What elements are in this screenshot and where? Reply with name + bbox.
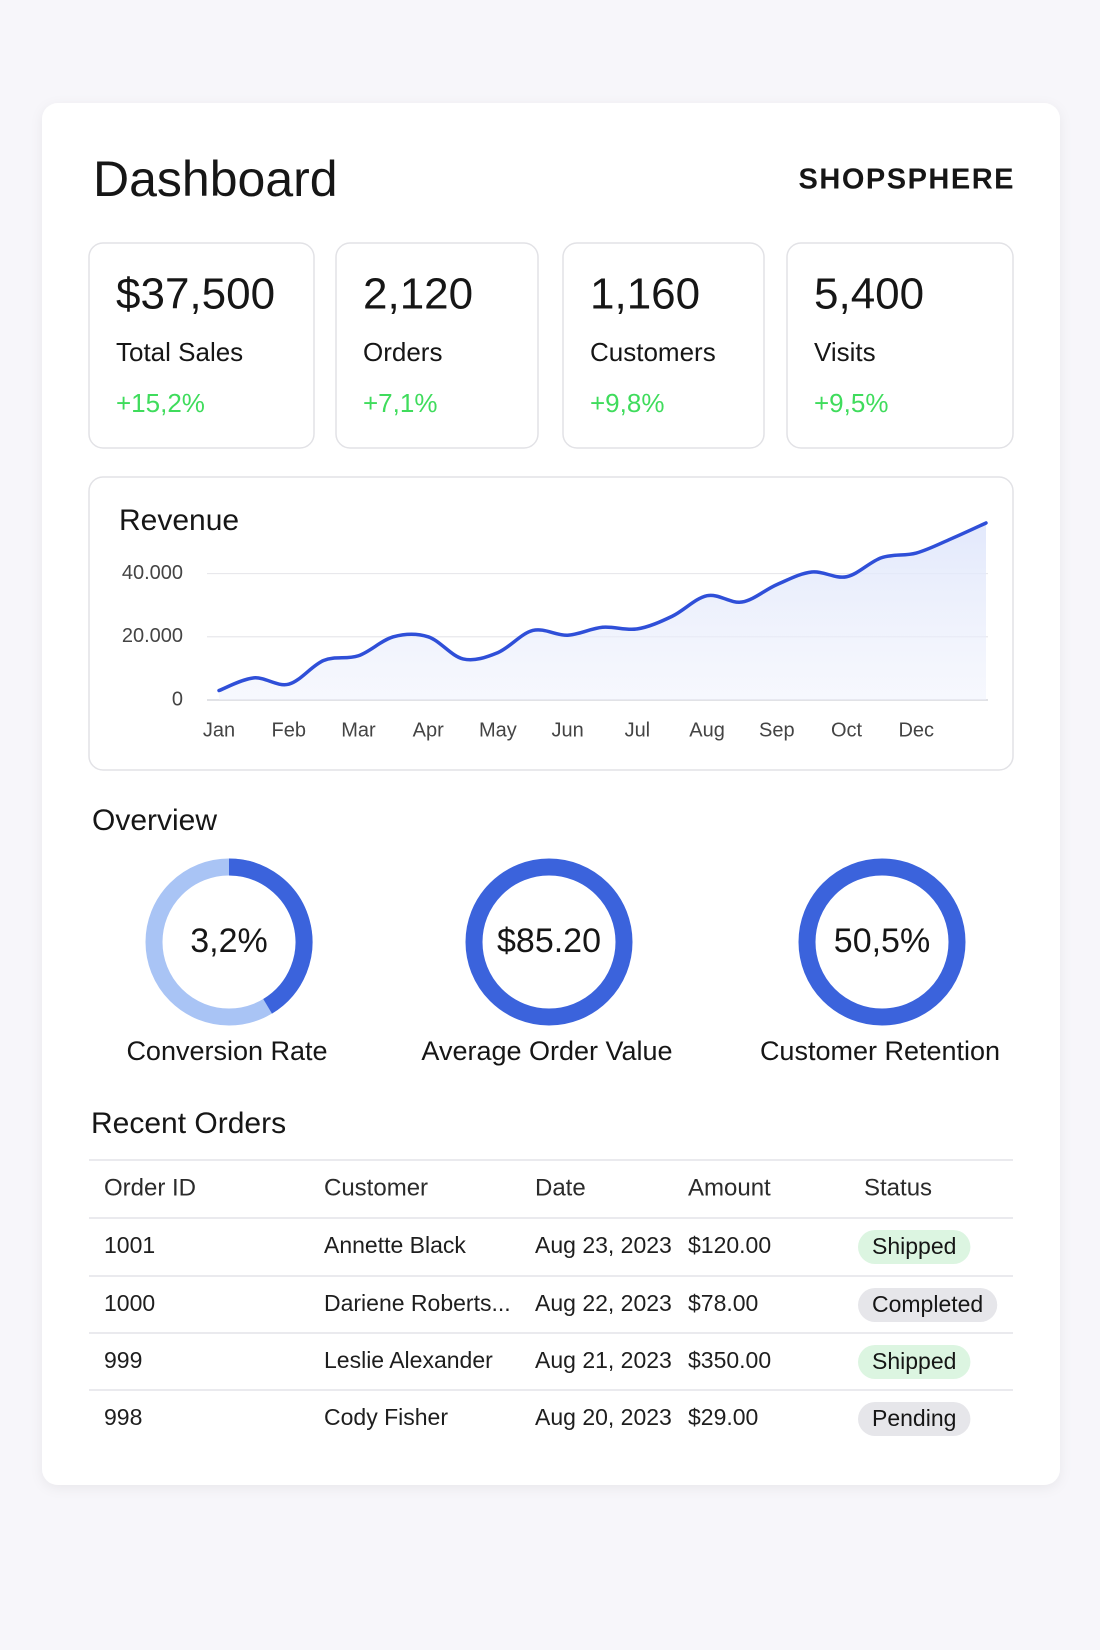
kpi-card (335, 242, 539, 449)
status-badge (858, 1402, 971, 1436)
column-header: Status (864, 1174, 932, 1201)
kpi-change: +9,5% (814, 388, 888, 418)
kpi-label: Customers (590, 337, 716, 367)
x-tick-label: Sep (759, 719, 795, 741)
donut-label: Average Order Value (421, 1036, 672, 1066)
donut-ring (798, 858, 966, 1026)
x-tick-label: Dec (898, 719, 934, 741)
donut-ring (465, 858, 633, 1026)
kpi-change: +7,1% (363, 388, 437, 418)
cell: Aug 20, 2023 (535, 1404, 672, 1430)
x-tick-label: Jun (552, 719, 584, 741)
donut-label: Customer Retention (760, 1036, 1000, 1066)
x-tick-label: Mar (341, 719, 376, 741)
orders-title: Recent Orders (91, 1107, 286, 1140)
kpi-card (786, 242, 1014, 449)
cell: $120.00 (688, 1232, 771, 1258)
column-header: Amount (688, 1174, 771, 1201)
donut-arc (228, 858, 313, 1014)
x-tick-label: Jul (625, 719, 651, 741)
donut-value: 3,2% (190, 922, 268, 960)
cell: Dariene Roberts... (324, 1290, 511, 1316)
status-text: Completed (872, 1291, 983, 1317)
kpi-label: Orders (363, 337, 442, 367)
cell: $29.00 (688, 1404, 758, 1430)
y-tick-label: 40.000 (122, 562, 183, 584)
donut-label: Conversion Rate (126, 1036, 327, 1066)
cell: $78.00 (688, 1290, 758, 1316)
kpi-value: $37,500 (116, 270, 275, 319)
y-tick-label: 0 (172, 688, 183, 710)
kpi-label: Total Sales (116, 337, 243, 367)
title: Dashboard (93, 151, 338, 207)
status-badge (858, 1345, 971, 1379)
status-badge (858, 1288, 998, 1322)
overview-title: Overview (92, 804, 217, 837)
column-header: Customer (324, 1174, 428, 1201)
x-tick-label: Oct (831, 719, 863, 741)
y-tick-label: 20.000 (122, 625, 183, 647)
status-text: Pending (872, 1405, 956, 1431)
cell: Cody Fisher (324, 1404, 448, 1430)
kpi-value: 5,400 (814, 270, 924, 319)
kpi-change: +15,2% (116, 388, 205, 418)
status-text: Shipped (872, 1233, 956, 1259)
x-tick-label: Feb (271, 719, 305, 741)
cell: Aug 22, 2023 (535, 1290, 672, 1316)
x-tick-label: May (479, 719, 517, 741)
donut-value: 50,5% (834, 922, 930, 960)
kpi-value: 1,160 (590, 270, 700, 319)
kpi-value: 2,120 (363, 270, 473, 319)
cell: Annette Black (324, 1232, 466, 1258)
kpi-change: +9,8% (590, 388, 664, 418)
column-header: Date (535, 1174, 586, 1201)
cell: 999 (104, 1347, 142, 1373)
column-header: Order ID (104, 1174, 196, 1201)
cell: 1001 (104, 1232, 155, 1258)
brand: SHOPSPHERE (799, 164, 1015, 196)
x-tick-label: Apr (413, 719, 444, 741)
revenue-area (219, 523, 986, 700)
kpi-label: Visits (814, 337, 876, 367)
revenue-line (217, 521, 988, 693)
cell: Aug 23, 2023 (535, 1232, 672, 1258)
cell: 1000 (104, 1290, 155, 1316)
x-tick-label: Aug (689, 719, 725, 741)
status-badge (858, 1230, 971, 1264)
cell: 998 (104, 1404, 142, 1430)
cell: Aug 21, 2023 (535, 1347, 672, 1373)
revenue-title: Revenue (119, 504, 239, 537)
x-tick-label: Jan (203, 719, 235, 741)
cell: Leslie Alexander (324, 1347, 493, 1373)
donut-value: $85.20 (497, 922, 601, 960)
kpi-card (562, 242, 765, 449)
kpi-card (88, 242, 315, 449)
cell: $350.00 (688, 1347, 771, 1373)
status-text: Shipped (872, 1348, 956, 1374)
